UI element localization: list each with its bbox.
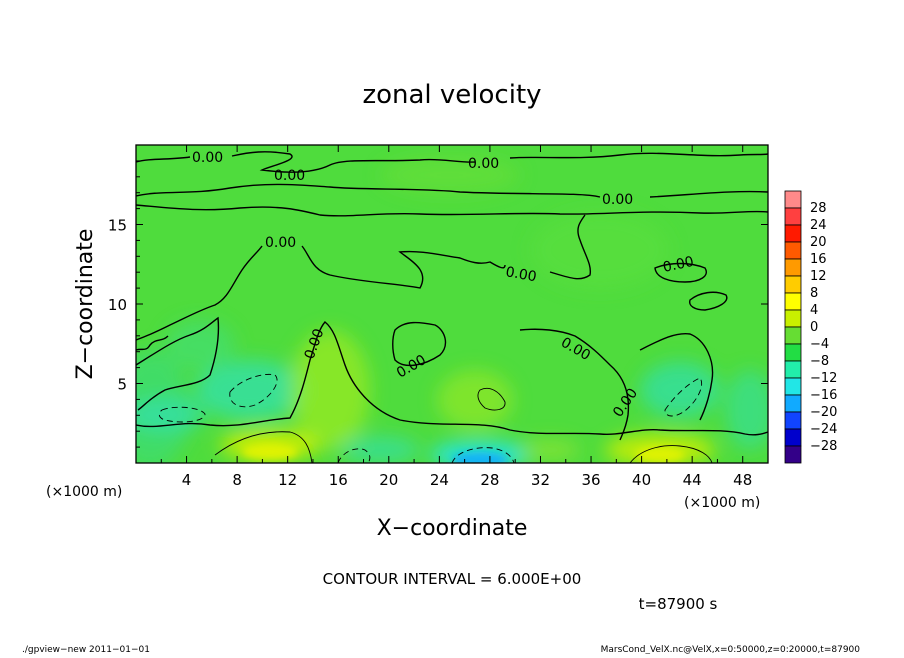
colorbar-label: 20 — [810, 235, 827, 250]
x-tick-label: 12 — [278, 471, 297, 489]
x-tick-label: 28 — [480, 471, 499, 489]
colorbar-cell — [784, 326, 802, 345]
contour-zero-island2 — [654, 262, 707, 283]
colorbar-cell — [784, 411, 802, 430]
colorbar-cell — [784, 428, 802, 447]
contour-zero-island — [688, 291, 728, 311]
y-axis-label: Z−coordinate — [73, 229, 98, 380]
contour-zero-band — [136, 204, 768, 217]
y-tick-label: 5 — [117, 376, 127, 394]
x-tick-label: 32 — [531, 471, 550, 489]
x-tick-label: 8 — [232, 471, 242, 489]
colorbar-label: −20 — [810, 405, 837, 420]
colorbar-label: 16 — [810, 252, 827, 267]
colorbar-label: −24 — [810, 422, 837, 437]
x-tick-label: 44 — [683, 471, 702, 489]
colorbar-label: 4 — [810, 303, 818, 318]
colorbar-cell — [784, 241, 802, 260]
colorbar-label: 28 — [810, 201, 827, 216]
x-axis: 4 8 12 16 20 24 28 32 36 40 44 48 — [160, 145, 752, 489]
contour-zero-mid — [136, 316, 220, 411]
contour-label: 0.00 — [504, 264, 537, 285]
colorbar-label: 8 — [810, 286, 818, 301]
colorbar-cell — [784, 275, 802, 294]
x-tick-label: 48 — [733, 471, 752, 489]
contour-lines-thin — [214, 387, 713, 463]
x-tick-label: 36 — [581, 471, 600, 489]
contour-positive-center — [477, 387, 506, 411]
colorbar-cell — [784, 445, 802, 464]
colorbar-label: 24 — [810, 218, 827, 233]
colorbar-label: −16 — [810, 388, 837, 403]
x-axis-label: X−coordinate — [377, 516, 528, 541]
contour-zero-main — [136, 214, 592, 341]
contour-negative-right — [664, 377, 703, 417]
colorbar-cell — [784, 343, 802, 362]
time-text: t=87900 s — [639, 595, 718, 613]
contour-interval-text: CONTOUR INTERVAL = 6.000E+00 — [323, 570, 582, 588]
colorbar-label: 12 — [810, 269, 827, 284]
x-tick-label: 20 — [379, 471, 398, 489]
y-tick-label: 15 — [108, 217, 127, 235]
contour-zero-center — [392, 321, 447, 367]
x-tick-label: 24 — [430, 471, 449, 489]
colorbar-cell — [784, 190, 802, 209]
contour-lines-dashed — [158, 373, 703, 463]
contour-negative-left — [158, 406, 206, 423]
colorbar-cell — [784, 377, 802, 396]
plot-area: 0.00 0.00 0.00 0.00 0.00 0.00 0.00 0.00 … — [136, 145, 768, 463]
contour-negative-mid — [229, 373, 278, 408]
colorbar-cell — [784, 309, 802, 328]
contour-negative-bottom — [337, 448, 371, 463]
y-tick-label: 10 — [108, 296, 127, 314]
x-unit-right: (×1000 m) — [684, 495, 760, 511]
colorbar-label: −12 — [810, 371, 837, 386]
y-axis: 5 10 15 — [108, 160, 768, 448]
contour-zero-left-wave — [136, 335, 169, 351]
contour-label: 0.00 — [468, 156, 499, 172]
contour-zero-right — [519, 328, 630, 441]
x-tick-label: 16 — [329, 471, 348, 489]
colorbar-label: −28 — [810, 439, 837, 454]
colorbar-label: −4 — [810, 337, 829, 352]
x-unit-left: (×1000 m) — [46, 484, 122, 500]
x-tick-label: 40 — [632, 471, 651, 489]
contour-label: 0.00 — [265, 235, 296, 251]
colorbar-cell — [784, 394, 802, 413]
contour-label: 0.00 — [602, 192, 633, 208]
colorbar: 28 24 20 16 12 8 4 0 −4 −8 −12 −16 −20 −24 −28 — [784, 190, 837, 464]
contour-positive-left — [214, 431, 313, 463]
colorbar-cell — [784, 292, 802, 311]
colorbar-cell — [784, 207, 802, 226]
colorbar-cell — [784, 360, 802, 379]
contour-positive-right — [629, 445, 713, 463]
chart-title: zonal velocity — [362, 80, 541, 110]
colorbar-cell — [784, 258, 802, 277]
contour-zero-right2 — [639, 333, 714, 421]
contour-label: 0.00 — [192, 150, 223, 166]
contour-negative-bottom2 — [451, 447, 515, 463]
contour-zero-lower — [136, 321, 768, 436]
contour-zero-upper — [136, 183, 768, 198]
footer-right: MarsCond_VelX.nc@VelX,x=0:50000,z=0:2000… — [601, 645, 861, 654]
contour-lines — [136, 151, 768, 441]
contour-label: 0.00 — [662, 254, 696, 276]
x-tick-label: 4 — [182, 471, 192, 489]
colorbar-cell — [784, 224, 802, 243]
field-cores — [242, 444, 685, 463]
colorbar-label: −8 — [810, 354, 829, 369]
contour-label: 0.00 — [274, 168, 305, 184]
contour-label-group: 0.00 0.00 0.00 0.00 0.00 0.00 0.00 0.00 … — [192, 150, 695, 420]
footer-left: ./gpview−new 2011−01−01 — [22, 645, 150, 654]
colorbar-label: 0 — [810, 320, 818, 335]
